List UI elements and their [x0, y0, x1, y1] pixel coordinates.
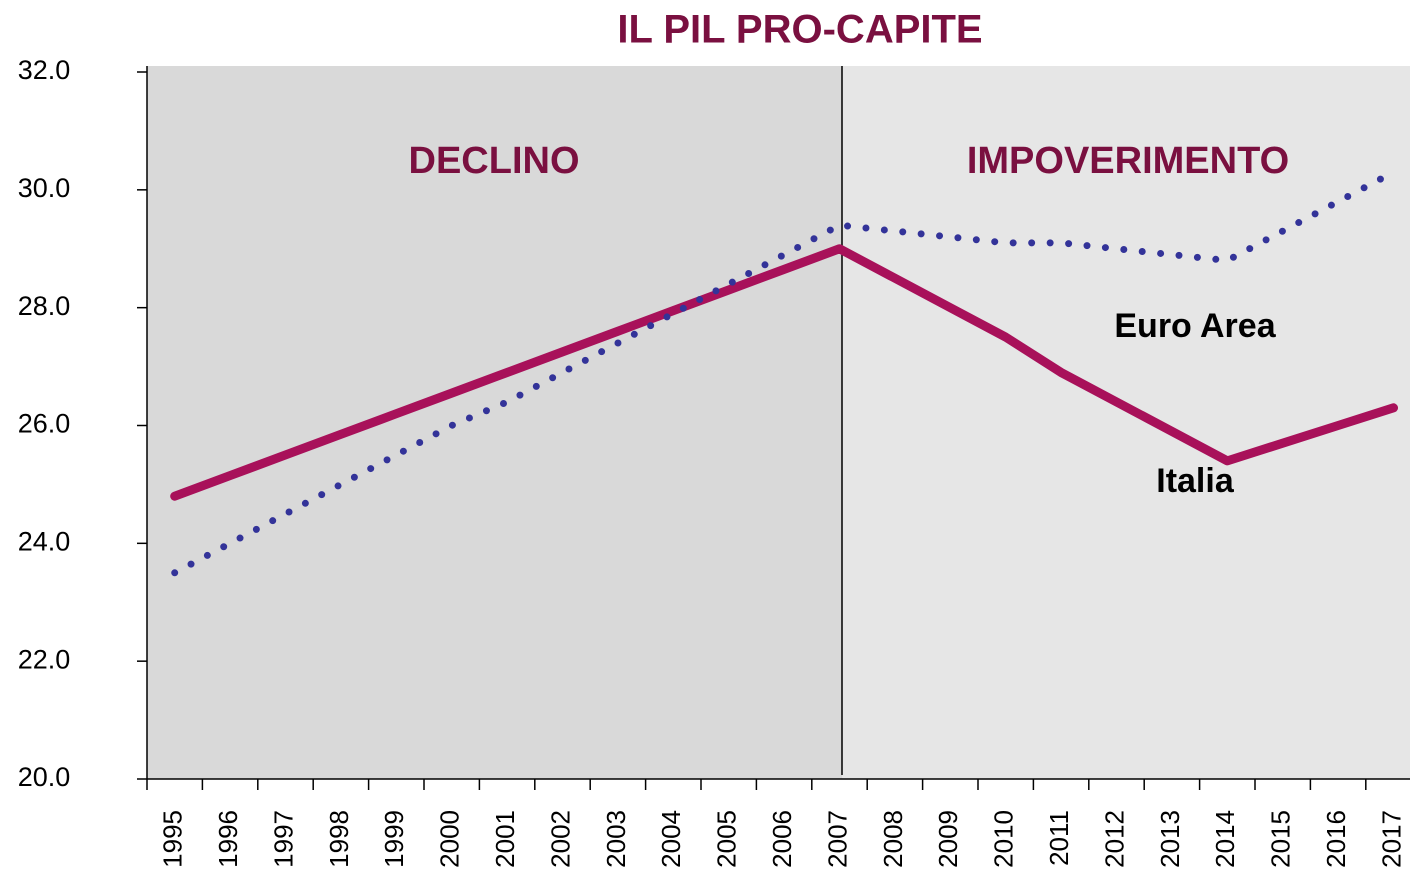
x-tick-label: 1995	[158, 810, 188, 868]
x-tick-label: 2014	[1210, 810, 1240, 868]
x-tick-label: 2004	[656, 810, 686, 868]
x-tick-label: 2000	[435, 810, 465, 868]
y-tick-label: 30.0	[18, 173, 71, 203]
x-tick-label: 1998	[324, 810, 354, 868]
y-tick-label: 24.0	[18, 526, 71, 556]
x-tick-label: 2012	[1099, 810, 1129, 868]
y-tick-label: 28.0	[18, 291, 71, 321]
series-label: Euro Area	[1114, 307, 1276, 345]
annotation: IMPOVERIMENTO	[967, 140, 1289, 182]
x-tick-label: 2002	[545, 810, 575, 868]
x-tick-label: 2011	[1044, 810, 1074, 866]
x-tick-label: 2009	[933, 810, 963, 868]
region-declino	[147, 66, 842, 779]
x-tick-label: 2001	[490, 810, 520, 868]
chart-title: IL PIL PRO-CAPITE	[617, 8, 982, 52]
series-label: Italia	[1156, 462, 1235, 500]
x-tick-label: 2003	[601, 810, 631, 868]
x-tick-label: 2015	[1266, 810, 1296, 868]
region-impoverimento	[842, 66, 1410, 779]
x-tick-label: 2006	[767, 810, 797, 868]
x-tick-label: 2013	[1155, 810, 1185, 868]
x-tick-label: 2016	[1321, 810, 1351, 868]
x-tick-label: 1997	[268, 810, 298, 868]
x-tick-label: 1996	[213, 810, 243, 868]
y-tick-label: 32.0	[18, 55, 71, 85]
y-tick-label: 20.0	[18, 762, 71, 792]
annotation: DECLINO	[409, 140, 580, 182]
x-tick-label: 2010	[989, 810, 1019, 868]
x-tick-label: 2008	[878, 810, 908, 868]
x-tick-label: 2007	[822, 810, 852, 868]
series-line	[170, 244, 1398, 501]
y-tick-label: 26.0	[18, 409, 71, 439]
series-line	[171, 168, 1397, 577]
x-tick-label: 1999	[379, 810, 409, 868]
x-tick-label: 2017	[1376, 810, 1406, 868]
x-tick-label: 2005	[712, 810, 742, 868]
y-tick-label: 22.0	[18, 644, 71, 674]
